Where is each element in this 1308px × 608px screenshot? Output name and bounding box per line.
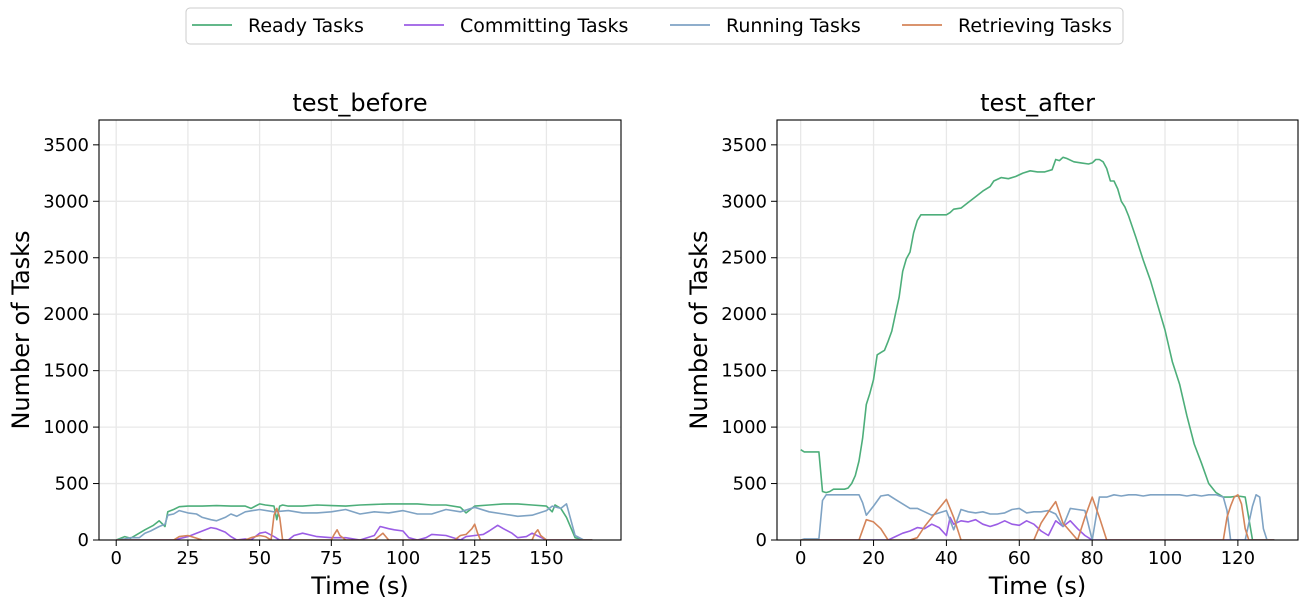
y-axis-label: Number of Tasks bbox=[7, 230, 35, 429]
y-tick-label: 2500 bbox=[43, 248, 89, 269]
axes-frame bbox=[98, 119, 622, 541]
x-tick-label: 150 bbox=[529, 548, 563, 569]
legend-label-retrieving-tasks: Retrieving Tasks bbox=[958, 15, 1112, 37]
y-tick-label: 0 bbox=[756, 530, 767, 551]
series-line-ready-tasks bbox=[115, 503, 593, 540]
y-tick-label: 1000 bbox=[721, 417, 767, 438]
y-tick-label: 2000 bbox=[721, 304, 767, 325]
plot-area bbox=[800, 156, 1275, 540]
y-tick-label: 500 bbox=[55, 474, 89, 495]
x-tick-label: 0 bbox=[110, 548, 121, 569]
legend: Ready Tasks Committing Tasks Running Tasks… bbox=[185, 7, 1124, 45]
x-axis-label: Time (s) bbox=[310, 572, 409, 600]
legend-label-committing-tasks: Committing Tasks bbox=[460, 15, 628, 37]
y-tick-label: 2500 bbox=[721, 248, 767, 269]
x-tick-label: 40 bbox=[935, 548, 958, 569]
y-tick-label: 3000 bbox=[43, 191, 89, 212]
y-tick-label: 1500 bbox=[43, 361, 89, 382]
x-tick-label: 100 bbox=[386, 548, 420, 569]
plot-area bbox=[115, 503, 593, 540]
y-tick-label: 1500 bbox=[721, 361, 767, 382]
axes-frame bbox=[776, 119, 1299, 541]
y-tick-label: 2000 bbox=[43, 304, 89, 325]
panel-test-before: 0 25 50 75 100 125 150050010001500200025003000… bbox=[7, 89, 622, 600]
series-line-retrieving-tasks bbox=[800, 494, 1275, 540]
y-axis-label: Number of Tasks bbox=[685, 230, 713, 429]
y-tick-label: 500 bbox=[733, 474, 767, 495]
x-tick-label: 50 bbox=[248, 548, 271, 569]
series-line-retrieving-tasks bbox=[116, 507, 593, 540]
x-tick-label: 25 bbox=[176, 548, 199, 569]
panel-title: test_before bbox=[292, 89, 427, 117]
y-tick-label: 3500 bbox=[721, 135, 767, 156]
x-tick-label: 125 bbox=[458, 548, 492, 569]
panel-test-after: 0 20 40 60 80 100 120 0 500 1000 1500 2000 2500 3000 3… bbox=[685, 89, 1299, 600]
legend-label-ready-tasks: Ready Tasks bbox=[248, 15, 364, 37]
x-tick-label: 0 bbox=[795, 548, 806, 569]
x-tick-label: 60 bbox=[1008, 548, 1031, 569]
panel-title: test_after bbox=[980, 89, 1095, 117]
series-line-running-tasks bbox=[116, 503, 593, 540]
series-line-committing-tasks bbox=[116, 524, 593, 540]
y-tick-label: 1000 bbox=[43, 417, 89, 438]
y-tick-label: 3500 bbox=[43, 135, 89, 156]
legend-frame bbox=[185, 7, 1124, 45]
x-tick-label: 80 bbox=[1081, 548, 1104, 569]
y-tick-label: 3000 bbox=[721, 191, 767, 212]
x-axis-label: Time (s) bbox=[988, 572, 1087, 600]
x-tick-label: 20 bbox=[862, 548, 885, 569]
y-tick-label: 0 bbox=[78, 530, 89, 551]
series-line-running-tasks bbox=[800, 494, 1275, 540]
series-line-ready-tasks bbox=[800, 156, 1275, 540]
x-tick-label: 100 bbox=[1148, 548, 1182, 569]
legend-label-running-tasks: Running Tasks bbox=[726, 15, 861, 37]
x-tick-label: 75 bbox=[320, 548, 343, 569]
x-tick-label: 120 bbox=[1221, 548, 1255, 569]
